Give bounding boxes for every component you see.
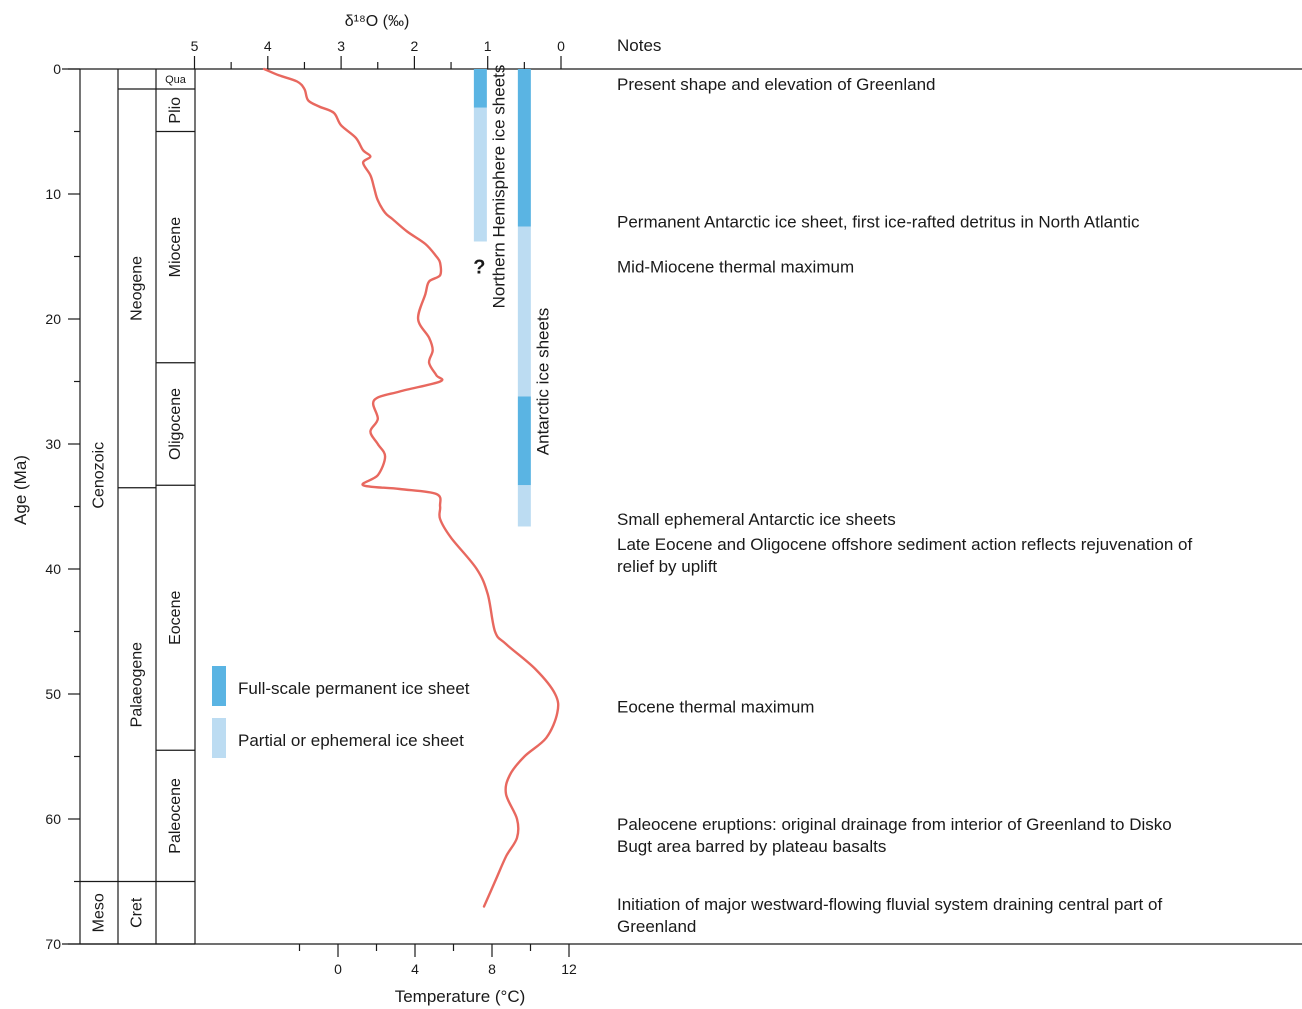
ice-uncertainty-mark: ? <box>473 257 485 279</box>
ice-sheet-bars: Northern Hemisphere ice sheets? Antarctic… <box>473 65 552 527</box>
note-text: Mid-Miocene thermal maximum <box>617 258 854 277</box>
epoch-label: Paleocene <box>167 778 184 854</box>
note-text: Eocene thermal maximum <box>617 698 814 717</box>
age-tick-label: 40 <box>45 561 61 577</box>
d18o-curve-layer <box>262 67 560 908</box>
d18o-tick-label: 2 <box>411 38 419 54</box>
temperature-axis: 0 4 8 12 Temperature (°C) <box>62 943 1302 1006</box>
note-line: Greenland <box>617 917 696 936</box>
ice-sheet-label: Antarctic ice sheets <box>533 308 552 455</box>
age-tick-label: 50 <box>45 686 61 702</box>
note-line: Permanent Antarctic ice sheet, first ice… <box>617 213 1140 232</box>
note-line: Bugt area barred by plateau basalts <box>617 837 886 856</box>
age-tick-label: 20 <box>45 311 61 327</box>
temp-tick-label: 8 <box>488 961 496 977</box>
d18o-axis: 5 4 3 2 1 0 δ¹⁸O (‰) <box>62 13 1302 70</box>
epoch-label: Eocene <box>167 591 184 645</box>
note-line: Eocene thermal maximum <box>617 698 814 717</box>
age-tick-label: 70 <box>45 936 61 952</box>
legend-label: Full-scale permanent ice sheet <box>238 679 470 698</box>
temp-tick-label: 0 <box>334 961 342 977</box>
note-line: relief by uplift <box>617 557 717 576</box>
note-line: Initiation of major westward-flowing flu… <box>617 895 1162 914</box>
ice-segment-partial <box>517 485 531 527</box>
temp-tick-label: 12 <box>561 961 577 977</box>
note-text: Paleocene eruptions: original drainage f… <box>617 815 1172 856</box>
epoch-label: Plio <box>167 97 184 124</box>
ice-sheet-label: Northern Hemisphere ice sheets <box>489 65 508 309</box>
period-label: Neogene <box>129 256 146 321</box>
note-line: Late Eocene and Oligocene offshore sedim… <box>617 535 1192 554</box>
note-line: Present shape and elevation of Greenland <box>617 75 936 94</box>
age-tick-label: 10 <box>45 186 61 202</box>
d18o-tick-label: 5 <box>191 38 199 54</box>
ice-segment-partial <box>473 107 487 242</box>
legend-label: Partial or ephemeral ice sheet <box>238 731 464 750</box>
note-text: Present shape and elevation of Greenland <box>617 75 936 94</box>
epoch-label: Oligocene <box>167 388 184 460</box>
legend: Full-scale permanent ice sheet Partial or… <box>212 666 470 758</box>
d18o-tick-label: 1 <box>484 38 492 54</box>
legend-swatch-partial <box>212 718 226 758</box>
notes-header: Notes <box>617 36 661 55</box>
d18o-tick-label: 0 <box>557 38 565 54</box>
temp-tick-label: 4 <box>411 961 419 977</box>
legend-swatch-full <box>212 666 226 706</box>
d18o-tick-label: 4 <box>264 38 272 54</box>
epoch-label: Qua <box>165 74 187 86</box>
ice-segment-partial <box>517 226 531 397</box>
d18o-curve <box>262 67 560 908</box>
period-label: Cret <box>129 897 146 928</box>
age-tick-label: 30 <box>45 436 61 452</box>
d18o-tick-label: 3 <box>337 38 345 54</box>
ice-segment-full <box>517 396 531 486</box>
age-tick-label: 0 <box>53 61 61 77</box>
epoch-label: Miocene <box>167 217 184 278</box>
age-axis-title: Age (Ma) <box>11 455 30 525</box>
note-line: Small ephemeral Antarctic ice sheets <box>617 510 896 529</box>
age-tick-label: 60 <box>45 811 61 827</box>
ice-segment-full <box>517 69 531 227</box>
temp-axis-title: Temperature (°C) <box>395 987 526 1006</box>
period-label: Palaeogene <box>129 642 146 728</box>
ice-segment-full <box>473 69 487 108</box>
era-label: Meso <box>91 893 108 932</box>
note-text: Permanent Antarctic ice sheet, first ice… <box>617 213 1140 232</box>
note-line: Paleocene eruptions: original drainage f… <box>617 815 1172 834</box>
era-label: Cenozoic <box>91 442 108 509</box>
note-line: Mid-Miocene thermal maximum <box>617 258 854 277</box>
d18o-axis-title: δ¹⁸O (‰) <box>345 13 410 30</box>
note-text: Small ephemeral Antarctic ice sheets <box>617 510 896 529</box>
age-axis: 0 10 20 30 40 50 60 70 Age (Ma) <box>11 61 80 952</box>
notes-column: Notes Present shape and elevation of Gree… <box>617 36 1192 936</box>
stratigraphy-columns: Cenozoic Meso Neogene Palaeogene Cret Qua Plio… <box>79 69 196 945</box>
note-text: Initiation of major westward-flowing flu… <box>617 895 1162 936</box>
note-text: Late Eocene and Oligocene offshore sedim… <box>617 535 1192 576</box>
